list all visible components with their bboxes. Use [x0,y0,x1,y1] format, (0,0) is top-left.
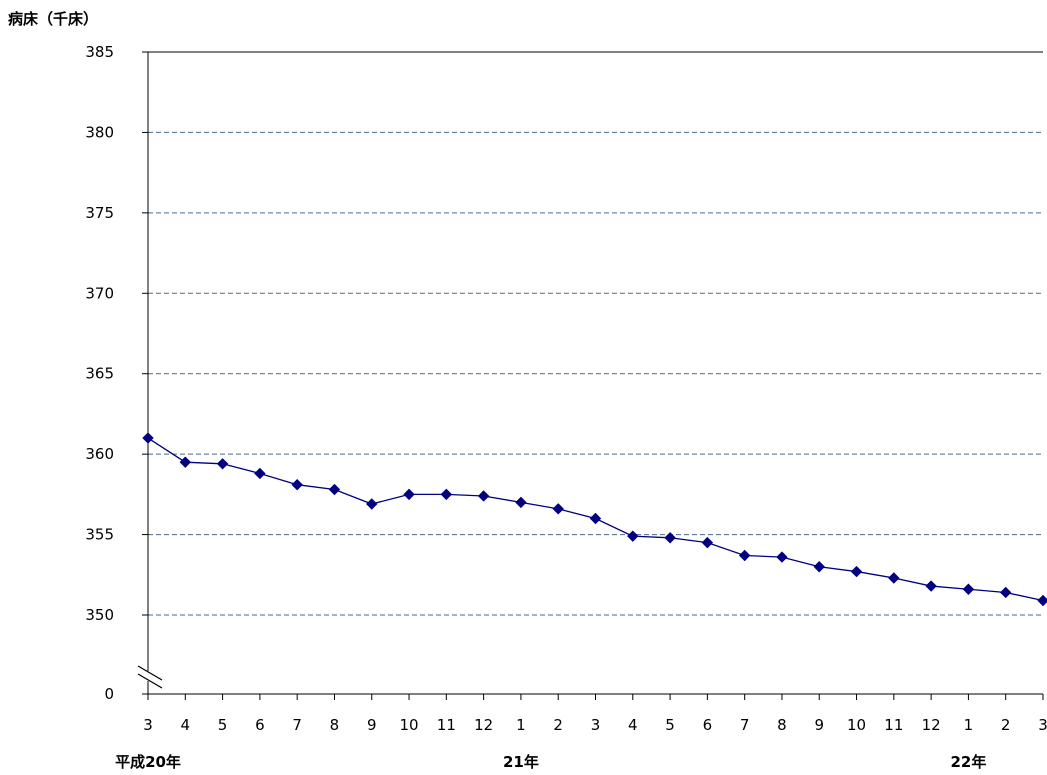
x-tick-label: 10 [847,716,866,734]
x-tick-label: 11 [884,716,903,734]
y-tick-label: 350 [85,606,114,624]
data-point [627,530,639,542]
x-tick-label: 11 [437,716,456,734]
y-tick-label: 360 [85,445,114,463]
x-tick-label: 5 [665,716,675,734]
x-tick-label: 8 [777,716,787,734]
x-tick-label: 5 [218,716,228,734]
data-point [850,565,863,578]
data-point [962,583,975,595]
x-tick-label: 3 [591,716,601,734]
x-tick-label: 1 [964,716,974,734]
gridlines [148,131,1043,616]
data-point [403,488,415,501]
x-tick-label: 1 [516,716,526,734]
x-tick-label: 10 [399,716,418,734]
y-axis-title: 病床（千床） [8,10,98,28]
axes [136,51,1044,700]
axis-break-mark [137,665,163,681]
x-tick-label: 7 [740,716,750,734]
data-point [477,490,490,502]
data-point [664,532,676,544]
axis-break-mark [137,673,163,689]
x-tick-label: 8 [330,716,340,734]
data-point [254,467,266,480]
data-series [142,432,1047,607]
year-label: 平成20年 [115,753,181,771]
year-label: 21年 [503,753,539,771]
x-tick-label: 12 [922,716,941,734]
data-point [142,432,154,444]
data-point [1000,586,1012,599]
x-tick-label: 3 [1038,716,1047,734]
y-tick-label: 380 [85,123,114,141]
x-tick-label: 9 [814,716,824,734]
data-point [738,549,751,562]
data-point [888,572,900,584]
data-point [216,458,229,470]
y-tick-label: 385 [85,43,114,61]
y-tick-label: 370 [85,284,114,302]
data-point [328,483,341,496]
data-point [366,498,378,510]
data-point [440,488,453,501]
x-tick-label: 2 [1001,716,1011,734]
data-point [589,512,602,525]
data-point [179,456,191,468]
y-tick-label: 0 [104,685,114,703]
year-label: 22年 [950,753,986,771]
data-point [552,503,564,515]
x-tick-label: 3 [143,716,153,734]
x-tick-label: 6 [255,716,265,734]
y-tick-label: 355 [85,526,114,544]
x-tick-label: 7 [292,716,302,734]
y-tick-label: 375 [85,204,114,222]
data-point [515,496,527,509]
x-tick-label: 9 [367,716,377,734]
data-point [1037,594,1047,607]
x-tick-label: 4 [181,716,191,734]
data-point [776,551,788,563]
x-tick-label: 2 [553,716,563,734]
x-tick-label: 4 [628,716,638,734]
y-tick-label: 365 [85,365,114,383]
data-point [701,536,714,549]
x-tick-label: 12 [474,716,493,734]
data-point [813,561,825,573]
x-tick-label: 6 [703,716,713,734]
axis-break-mask [136,671,160,681]
data-point [925,580,937,592]
data-point [291,478,303,491]
